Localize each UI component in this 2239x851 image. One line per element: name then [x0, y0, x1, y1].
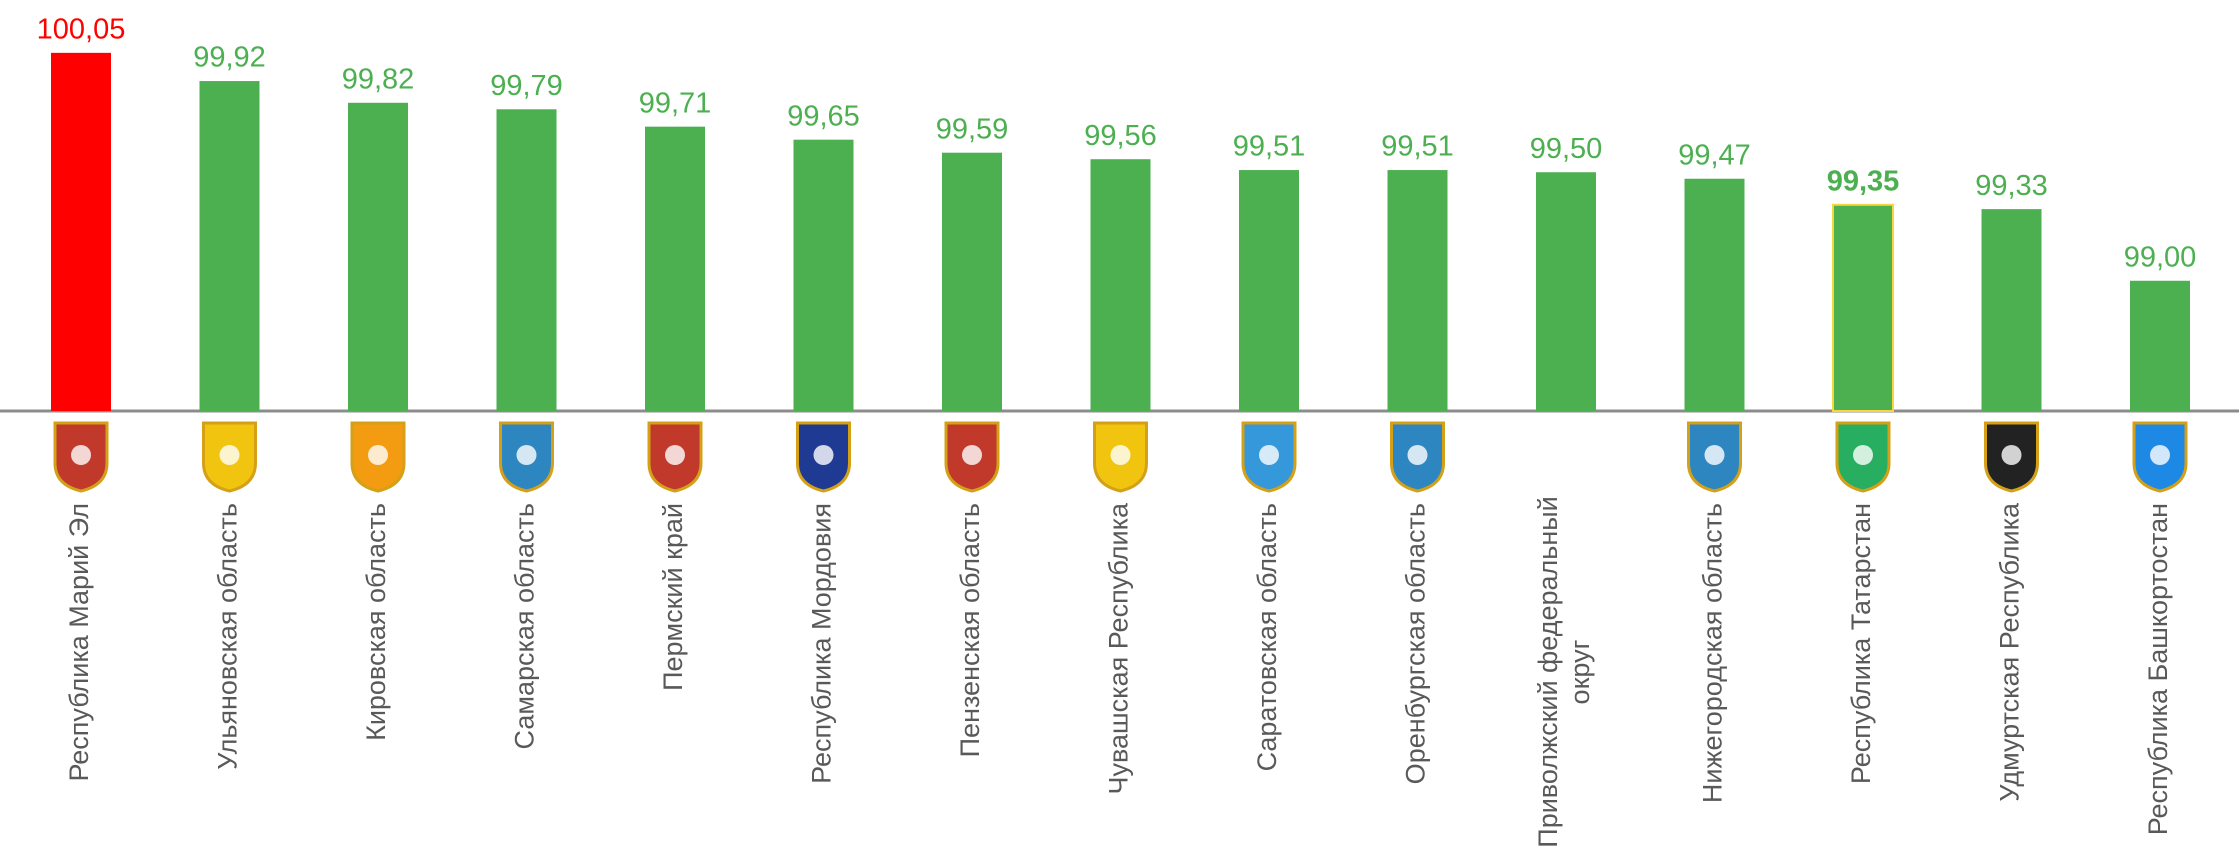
bar [793, 139, 854, 412]
x-tick-label: Республика Татарстан [1846, 503, 1876, 784]
value-label: 99,56 [1084, 120, 1157, 152]
emblem-detail [2001, 445, 2022, 465]
bar [1387, 170, 1448, 411]
value-label: 99,00 [2124, 241, 2197, 273]
value-label: 99,59 [936, 113, 1009, 145]
value-label: 99,47 [1678, 139, 1751, 171]
emblem [1984, 421, 2039, 493]
emblem-detail [1853, 445, 1873, 465]
bar [1832, 203, 1894, 412]
value-label: 99,50 [1530, 133, 1603, 165]
emblem-detail [516, 445, 537, 465]
emblem [2132, 421, 2188, 493]
value-label: 99,92 [193, 42, 266, 74]
x-tick-label: Оренбургская область [1401, 503, 1431, 784]
x-tick-label: Ульяновская область [213, 503, 243, 770]
bar [496, 109, 557, 411]
emblem-detail [219, 445, 240, 465]
emblem [1241, 421, 1297, 493]
x-tick-label: Чувашская Республика [1104, 502, 1134, 795]
emblem-detail [1704, 445, 1725, 465]
value-label: 99,51 [1233, 131, 1306, 163]
value-label: 99,35 [1827, 165, 1900, 197]
value-label: 99,82 [342, 63, 415, 95]
emblem-detail [1110, 445, 1131, 465]
emblem [499, 421, 554, 493]
value-label: 99,79 [490, 70, 563, 102]
x-tick-label: Самарская область [510, 503, 540, 749]
bar [942, 152, 1002, 411]
bar [1981, 209, 2042, 411]
emblem [1390, 421, 1445, 493]
bar [51, 52, 111, 412]
emblem-detail [962, 445, 982, 465]
x-tick-label: Республика Башкортостан [2143, 503, 2173, 835]
value-label: 99,65 [787, 100, 860, 132]
emblem-detail [71, 445, 91, 465]
bar [199, 81, 260, 411]
emblem [350, 421, 406, 493]
bar [645, 126, 705, 411]
value-label: 99,51 [1381, 131, 1454, 163]
value-label: 100,05 [37, 14, 126, 46]
x-tick-label: Республика Мордовия [807, 503, 837, 784]
emblem [1093, 421, 1148, 493]
emblem-detail [665, 445, 685, 465]
bar [2130, 280, 2190, 411]
emblem-detail [1259, 445, 1279, 465]
value-label: 99,33 [1975, 170, 2048, 202]
bar [1090, 159, 1151, 411]
x-tick-label: Пензенская область [955, 503, 985, 757]
x-tick-label: Нижегородская область [1698, 503, 1728, 803]
x-tick-label: Удмуртская Республика [1995, 502, 2025, 802]
emblem-detail [1407, 445, 1428, 465]
bar [1684, 178, 1745, 411]
emblem [647, 421, 703, 493]
bar [1239, 170, 1299, 411]
emblem [796, 421, 851, 493]
emblem [202, 421, 257, 493]
emblem-detail [813, 445, 834, 465]
emblem [53, 421, 109, 493]
value-label: 99,71 [639, 87, 712, 119]
bar [1536, 172, 1596, 411]
x-tick-label: Кировская область [361, 503, 391, 741]
bar [348, 102, 408, 411]
x-tick-label: Приволжский федеральныйокруг [1533, 496, 1595, 847]
x-tick-label: Саратовская область [1252, 503, 1282, 771]
emblem-detail [2150, 445, 2170, 465]
emblem [1835, 421, 1891, 493]
emblem-detail [368, 445, 388, 465]
emblem [1687, 421, 1742, 493]
x-tick-label: Пермский край [658, 503, 688, 691]
emblem [944, 421, 1000, 493]
x-tick-label: Республика Марий Эл [64, 503, 94, 782]
